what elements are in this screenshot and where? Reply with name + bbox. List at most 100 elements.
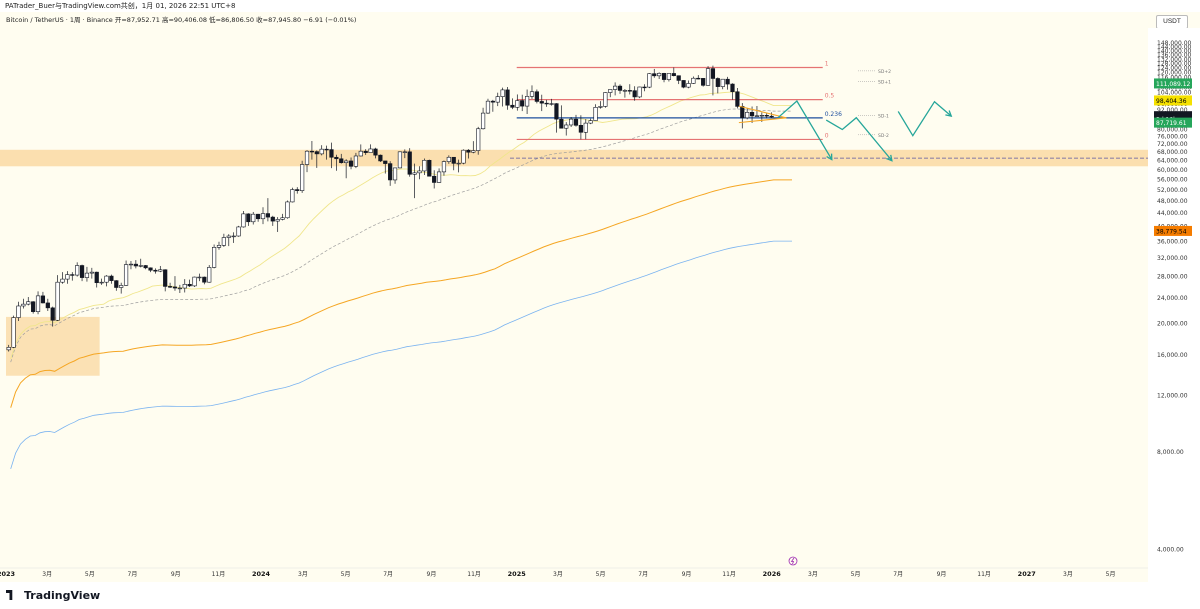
y-tick-label: 56,000.00 [1157,176,1188,183]
candle-body [26,301,31,305]
candle-body [368,148,373,153]
candle-body [710,68,716,79]
candle-body [422,159,427,172]
tradingview-logo[interactable]: TradingView [6,589,100,602]
candle-body [172,286,178,289]
candle-body [701,78,706,86]
candle-body [686,83,691,88]
projection-path [825,116,893,162]
sd-label: SD-2 [878,133,889,139]
y-tick-label: 52,000.00 [1157,187,1188,194]
candle-body [94,271,99,284]
candle-body [500,89,505,97]
candle-body [407,151,412,175]
y-tick-label: 80,000.00 [1157,126,1188,133]
candle-body [182,283,187,289]
candle-body [109,275,114,281]
candle-body [231,235,236,238]
candle-body [40,295,46,304]
candle-body [696,77,701,80]
x-tick-label: 7月 [383,571,393,578]
lightning-icon [790,557,795,565]
candle-body [177,287,182,290]
brand-label: TradingView [24,589,101,602]
y-tick-label: 64,000.00 [1157,158,1188,165]
symbol-info[interactable]: Bitcoin / TetherUS · 1周 · Binance 开=87,9… [6,16,357,24]
candle-body [246,213,251,223]
candle-body [31,301,36,312]
x-tick-label: 2024 [252,570,271,578]
candle-body [344,160,349,164]
candle-body [104,275,109,283]
candle-body [197,276,202,279]
candle-body [652,73,657,77]
candle-body [383,160,388,164]
candle-body [471,150,476,153]
candle-body [138,265,143,267]
y-tick-label: 24,000.00 [1157,295,1188,302]
y-tick-label: 144,000.00 [1157,44,1192,51]
y-tick-label: 16,000.00 [1157,352,1188,359]
candle-body [158,269,163,272]
candle-body [632,90,637,98]
candle-body [534,91,539,102]
candle-body [485,100,491,114]
candle-body [216,245,222,248]
candle-body [300,164,305,191]
candle-body [378,154,383,162]
candle-body [476,128,481,151]
price-badge-label: 98,404.36 [1156,98,1187,105]
sd-label: SD+2 [878,69,891,75]
event-icon [788,556,798,566]
price-chart[interactable]: 1 0.5 0.236 0 SD+2 SD+1 SD-1 SD-2 4,000.00 8,000.… [0,0,1200,582]
candle-body [637,86,642,98]
candle-body [759,115,764,117]
projection-path [897,100,952,137]
candle-body [466,149,471,153]
candle-body [573,118,579,126]
candle-body [569,118,574,126]
candle-body [520,100,525,107]
price-badge [1154,117,1192,128]
x-tick-label: 5月 [341,571,351,578]
candle-body [265,213,270,218]
candle-body [241,213,246,228]
candle-body [515,100,520,108]
x-tick-label: 9月 [427,571,437,578]
candle-body [412,172,417,175]
y-tick-label: 68,000.00 [1157,149,1188,156]
candle-body [397,151,403,169]
x-tick-label: 2026 [763,570,782,578]
candle-body [339,158,344,164]
candle-body [202,276,207,283]
price-badge [1154,225,1192,236]
candle-body [730,83,735,93]
x-tick-label: 11月 [467,571,481,578]
x-tick-label: 3月 [553,571,563,578]
y-tick-label: 60,000.00 [1157,167,1188,174]
candle-body [153,269,158,272]
x-tick-label: 7月 [638,571,648,578]
price-badge-label: 111,089.12 [1156,81,1191,88]
candle-body [35,295,41,312]
y-tick-label: 128,000.00 [1157,61,1192,68]
candle-body [666,73,672,80]
candle-body [676,75,681,81]
candle-body [280,217,285,220]
candle-body [588,120,593,124]
candle-body [495,96,500,103]
y-tick-label: 72,000.00 [1157,141,1188,148]
candle-body [539,101,544,104]
candle-body [353,155,359,167]
candle-body [128,263,134,266]
candle-body [324,148,329,151]
candle-body [89,271,94,274]
y-tick-label: 48,000.00 [1157,198,1188,205]
candle-body [348,160,354,167]
fib-level-label: 0 [825,132,829,139]
x-tick-label: 3月 [298,571,308,578]
fib-level-label: 0.236 [825,111,842,118]
y-tick-label: 12,000.00 [1157,392,1188,399]
candle-body [75,265,80,276]
x-tick-label: 5月 [851,571,861,578]
